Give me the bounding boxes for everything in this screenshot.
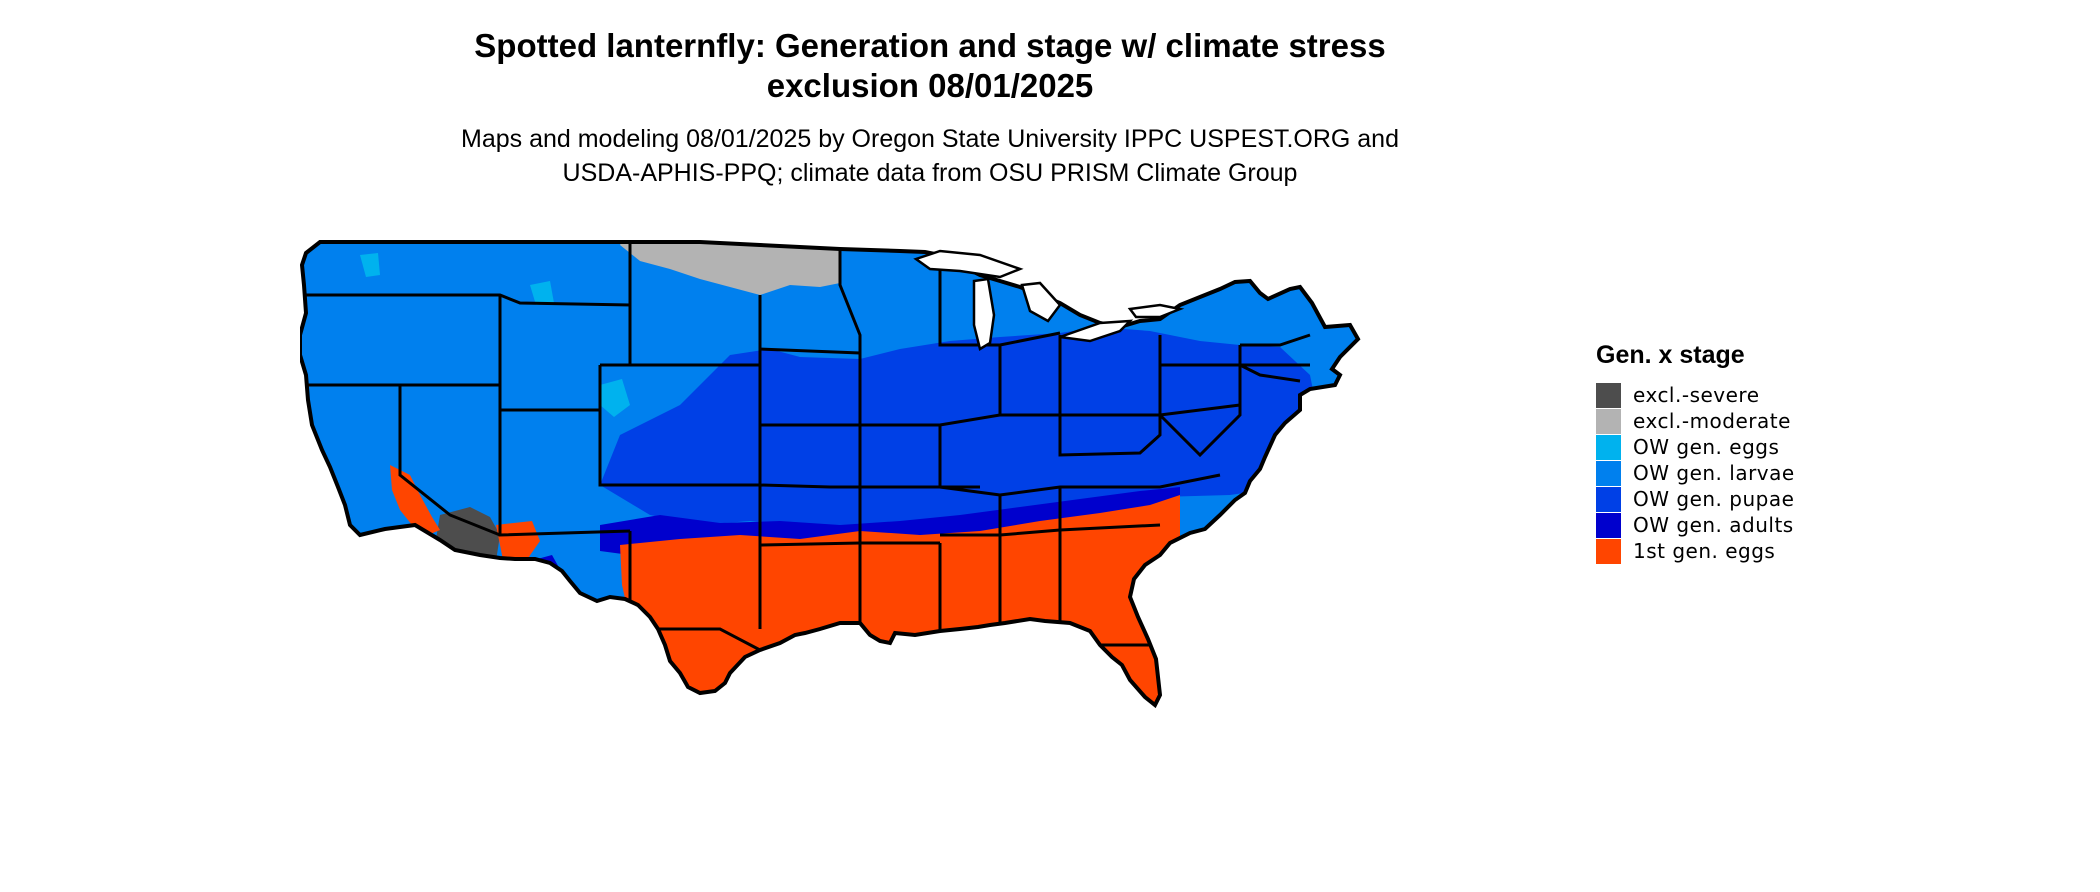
legend-swatch (1596, 408, 1621, 434)
legend-swatch (1596, 460, 1621, 486)
legend-item-first-gen-eggs: 1st gen. eggs (1596, 538, 1896, 564)
us-stage-map (300, 225, 1550, 890)
zone-ow-eggs-colorado (600, 379, 630, 417)
lake-michigan (972, 277, 996, 351)
zone-first-gen-eggs-southwest (390, 465, 440, 535)
great-lakes (913, 249, 1185, 351)
chart-title-line-1: Spotted lanternfly: Generation and stage… (474, 27, 1386, 64)
legend-label: excl.-severe (1633, 383, 1760, 407)
legend-item-ow-eggs: OW gen. eggs (1596, 434, 1896, 460)
legend-item-ow-adults: OW gen. adults (1596, 512, 1896, 538)
lake-ontario (1127, 303, 1185, 319)
legend-label: excl.-moderate (1633, 409, 1791, 433)
legend-swatch (1596, 434, 1621, 460)
lake-huron (1020, 281, 1062, 323)
lake-superior (913, 249, 1024, 279)
state-boundaries (300, 242, 1311, 705)
map-legend: Gen. x stage excl.-severe excl.-moderate… (1596, 340, 1896, 564)
legend-item-ow-pupae: OW gen. pupae (1596, 486, 1896, 512)
chart-title-line-2: exclusion 08/01/2025 (766, 67, 1094, 104)
map-svg (300, 240, 1360, 707)
zone-ow-eggs-washington (360, 253, 380, 277)
lake-erie (1059, 319, 1134, 343)
chart-subtitle-line-1: Maps and modeling 08/01/2025 by Oregon S… (461, 125, 1399, 153)
legend-items: excl.-severe excl.-moderate OW gen. eggs… (1596, 382, 1896, 564)
legend-swatch (1596, 486, 1621, 512)
legend-item-ow-larvae: OW gen. larvae (1596, 460, 1896, 486)
legend-label: OW gen. eggs (1633, 435, 1780, 459)
legend-item-excl-severe: excl.-severe (1596, 382, 1896, 408)
legend-label: OW gen. larvae (1633, 461, 1795, 485)
legend-label: 1st gen. eggs (1633, 539, 1776, 563)
legend-item-excl-moderate: excl.-moderate (1596, 408, 1896, 434)
zone-first-gen-eggs-south (620, 495, 1180, 705)
zone-ow-pupae-central (600, 327, 1320, 525)
legend-swatch (1596, 382, 1621, 408)
legend-swatch (1596, 538, 1621, 564)
legend-swatch (1596, 512, 1621, 538)
chart-subtitle-line-2: USDA-APHIS-PPQ; climate data from OSU PR… (562, 159, 1298, 187)
legend-label: OW gen. pupae (1633, 487, 1795, 511)
zone-first-gen-eggs-arizona (496, 521, 540, 565)
zone-ow-eggs-wyoming (530, 281, 554, 305)
legend-title: Gen. x stage (1596, 341, 1745, 369)
legend-label: OW gen. adults (1633, 513, 1794, 537)
